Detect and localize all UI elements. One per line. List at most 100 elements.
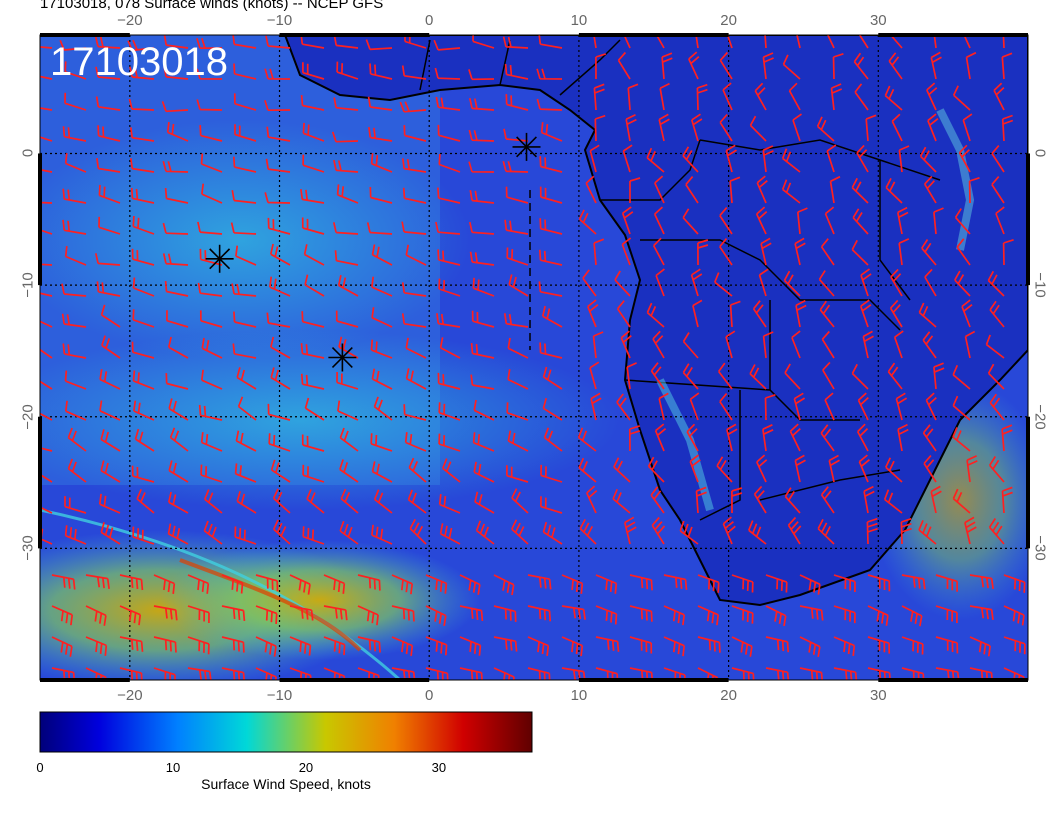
- wind-barb: [538, 281, 563, 297]
- wind-barb: [895, 392, 908, 421]
- wind-barb: [255, 574, 279, 592]
- wind-barb: [614, 270, 631, 297]
- wind-barb: [654, 423, 667, 452]
- wind-barb: [539, 342, 563, 359]
- wind-barb: [442, 458, 461, 483]
- wind-barb: [468, 221, 495, 235]
- wind-barb: [300, 343, 325, 359]
- wind-barb: [682, 332, 699, 359]
- wind-barb: [987, 363, 1005, 390]
- wind-barb: [391, 605, 415, 622]
- wind-barb: [234, 463, 257, 483]
- wind-barb: [731, 667, 755, 680]
- wind-barb: [626, 362, 637, 390]
- wind-barb: [132, 215, 155, 235]
- wind-barb: [119, 574, 144, 591]
- wind-barb: [435, 221, 461, 235]
- wind-barb: [856, 423, 869, 452]
- star-marker: [328, 343, 357, 372]
- wind-barb: [755, 206, 768, 235]
- axis-bar: [40, 678, 130, 682]
- wind-barb: [851, 239, 869, 266]
- wind-barb: [403, 404, 427, 421]
- wind-barb: [650, 486, 665, 514]
- wind-barb: [826, 35, 835, 49]
- wind-barb: [85, 605, 107, 626]
- wind-barb: [101, 335, 121, 359]
- wind-barb: [85, 667, 107, 680]
- wind-barb: [265, 35, 291, 49]
- wind-barb: [725, 330, 736, 359]
- wind-barb: [302, 122, 325, 142]
- wind-barb: [1001, 114, 1014, 142]
- wind-barb: [459, 605, 484, 621]
- wind-barb: [527, 667, 551, 680]
- wind-barb: [303, 244, 325, 266]
- wind-barb: [857, 392, 869, 421]
- wind-barb: [697, 239, 709, 266]
- wind-barb: [401, 158, 427, 173]
- wind-barb: [302, 62, 325, 80]
- wind-barb: [437, 187, 461, 204]
- wind-barb: [722, 516, 736, 545]
- wind-barb: [468, 161, 495, 173]
- wind-barb: [896, 206, 909, 235]
- wind-barb: [337, 275, 359, 297]
- wind-barb: [333, 159, 359, 173]
- wind-barb: [828, 454, 840, 483]
- wind-barb: [921, 239, 937, 266]
- wind-barb: [197, 282, 223, 297]
- wind-barb: [579, 519, 597, 545]
- wind-barb: [663, 667, 686, 680]
- wind-barb: [168, 460, 189, 483]
- wind-barb: [1001, 52, 1013, 80]
- wind-barb: [595, 574, 618, 594]
- wind-barb: [542, 521, 563, 545]
- wind-barb: [858, 454, 870, 483]
- wind-barb: [901, 605, 923, 627]
- wind-barb: [833, 574, 856, 593]
- wind-barb: [233, 93, 257, 111]
- wind-barb: [729, 300, 741, 328]
- wind-barb: [504, 219, 529, 235]
- wind-barb: [506, 465, 529, 483]
- wind-barb: [821, 330, 835, 359]
- wind-barb: [469, 190, 495, 204]
- wind-barb: [661, 52, 673, 80]
- wind-barb: [822, 361, 835, 390]
- wind-barb: [131, 465, 155, 483]
- wind-barb: [391, 574, 414, 595]
- wind-barb: [799, 636, 821, 658]
- wind-barb: [985, 334, 1005, 359]
- wind-barb: [859, 299, 872, 328]
- wind-barb: [578, 209, 597, 235]
- wind-barb: [991, 176, 1005, 204]
- wind-barb: [437, 249, 461, 266]
- wind-barb: [765, 636, 790, 653]
- axis-bar: [878, 678, 1028, 682]
- wind-barb: [289, 574, 311, 595]
- wind-barb: [719, 51, 733, 80]
- wind-barb: [867, 636, 891, 654]
- wind-barb: [726, 35, 733, 49]
- wind-barb: [867, 574, 891, 592]
- wind-barb: [64, 370, 87, 390]
- wind-barb: [201, 337, 223, 359]
- wind-barb: [472, 277, 495, 297]
- wind-barb: [459, 574, 481, 595]
- wind-barb: [187, 667, 212, 680]
- wind-barb: [854, 83, 869, 111]
- wind-barb: [153, 605, 178, 621]
- wind-barb: [366, 222, 393, 235]
- wind-barb: [987, 270, 1005, 297]
- axis-bar: [38, 153, 42, 286]
- wind-barb: [459, 667, 483, 680]
- wind-barb: [783, 270, 801, 297]
- wind-barb: [863, 485, 875, 514]
- wind-barb: [405, 368, 427, 390]
- wind-barb: [233, 311, 257, 328]
- wind-barb: [695, 35, 699, 49]
- wind-barb: [62, 219, 87, 235]
- wind-barb: [51, 605, 74, 626]
